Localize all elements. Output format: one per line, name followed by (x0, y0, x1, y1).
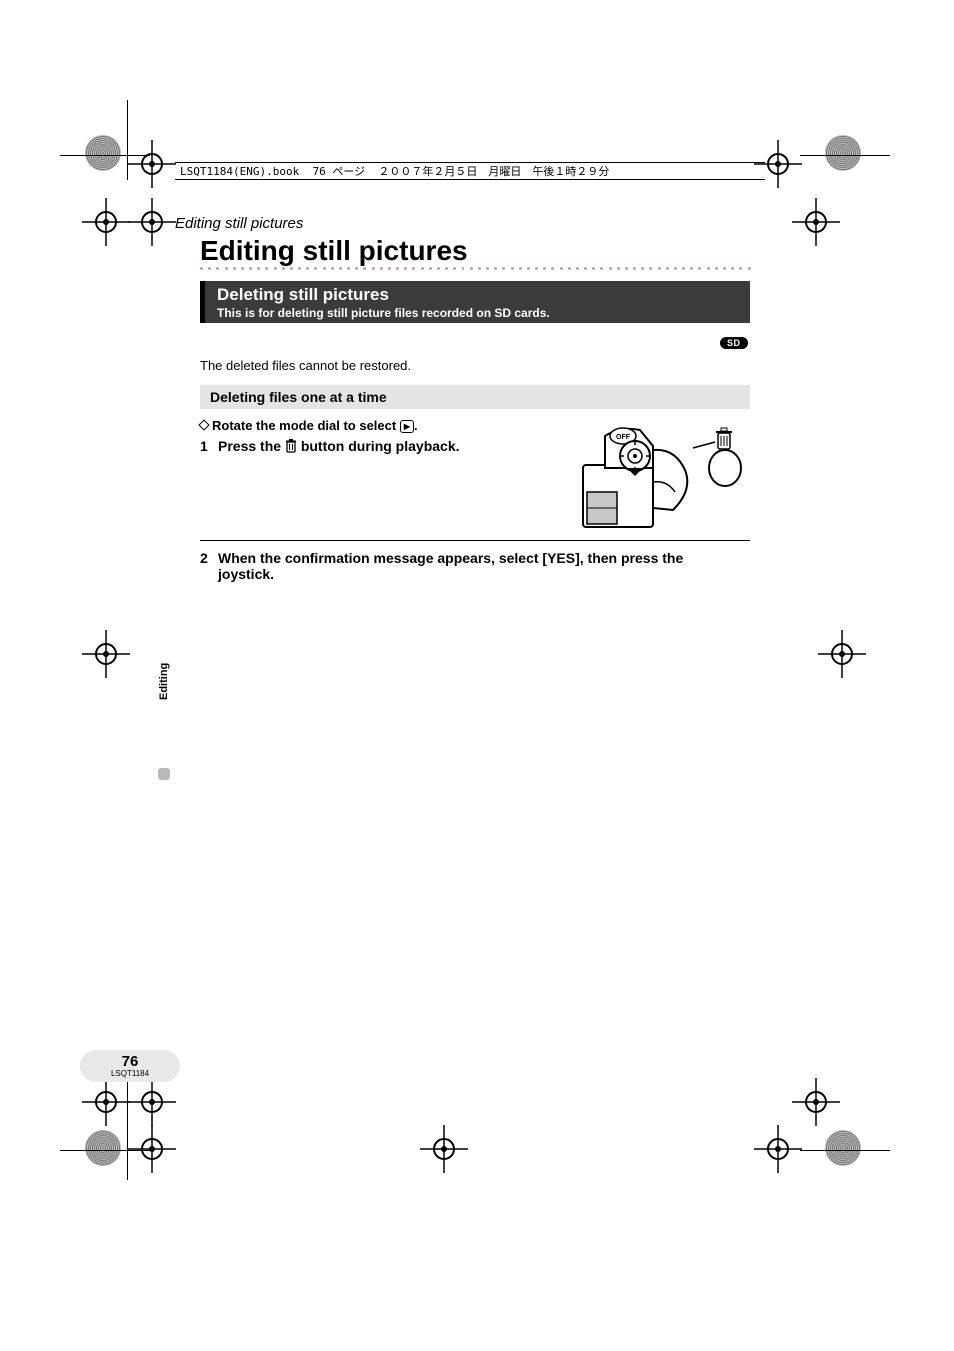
precondition-step: Rotate the mode dial to select . (200, 418, 418, 433)
camera-illustration: OFF (575, 420, 750, 535)
crop-disc-tr (825, 135, 861, 171)
subsection-bar: Deleting files one at a time (200, 385, 750, 409)
section-breadcrumb: Editing still pictures (175, 215, 303, 232)
step-2: 2When the confirmation message appears, … (200, 550, 750, 582)
registration-mark-icon (82, 198, 130, 246)
crop-line (800, 155, 890, 156)
registration-mark-icon (82, 630, 130, 678)
step-divider (200, 540, 750, 541)
page-number: 76 (122, 1054, 139, 1069)
playback-mode-icon (400, 420, 414, 433)
registration-mark-icon (82, 1078, 130, 1126)
precondition-text-b: . (414, 418, 418, 433)
registration-mark-icon (818, 630, 866, 678)
title-dot-separator (200, 267, 750, 273)
crop-disc-br (825, 1130, 861, 1166)
topic-title: Deleting still pictures (217, 285, 738, 305)
step-1: 1Press the button during playback. (200, 438, 460, 456)
topic-band: Deleting still pictures This is for dele… (200, 281, 750, 323)
diamond-bullet-icon (198, 419, 209, 430)
registration-mark-icon (754, 1125, 802, 1173)
topic-subtitle: This is for deleting still picture files… (217, 306, 738, 320)
svg-text:OFF: OFF (616, 434, 631, 441)
sd-card-badge: SD (720, 337, 748, 349)
step-number: 1 (200, 438, 218, 454)
chapter-tab-marker (158, 768, 170, 780)
step-1-text-b: button during playback. (297, 438, 460, 454)
registration-mark-icon (420, 1125, 468, 1173)
registration-mark-icon (128, 1078, 176, 1126)
registration-mark-icon (128, 1125, 176, 1173)
print-header-text: LSQT1184(ENG).book 76 ページ ２００７年２月５日 月曜日 … (180, 163, 609, 179)
registration-mark-icon (128, 198, 176, 246)
crop-line (800, 1150, 890, 1151)
page-title: Editing still pictures (200, 235, 468, 267)
step-1-text-a: Press the (218, 438, 285, 454)
registration-mark-icon (792, 1078, 840, 1126)
registration-mark-icon (128, 140, 176, 188)
manual-code: LSQT1184 (111, 1070, 149, 1078)
warning-note: The deleted files cannot be restored. (200, 358, 411, 373)
crop-disc-tl (85, 135, 121, 171)
step-number: 2 (200, 550, 218, 566)
page-number-pill: 76 LSQT1184 (80, 1050, 180, 1082)
crop-disc-bl (85, 1130, 121, 1166)
registration-mark-icon (792, 198, 840, 246)
page: LSQT1184(ENG).book 76 ページ ２００７年２月５日 月曜日 … (0, 0, 954, 1351)
step-2-text: When the confirmation message appears, s… (218, 550, 738, 582)
precondition-text-a: Rotate the mode dial to select (212, 418, 400, 433)
chapter-tab: Editing (158, 663, 170, 700)
trash-icon (285, 439, 297, 456)
